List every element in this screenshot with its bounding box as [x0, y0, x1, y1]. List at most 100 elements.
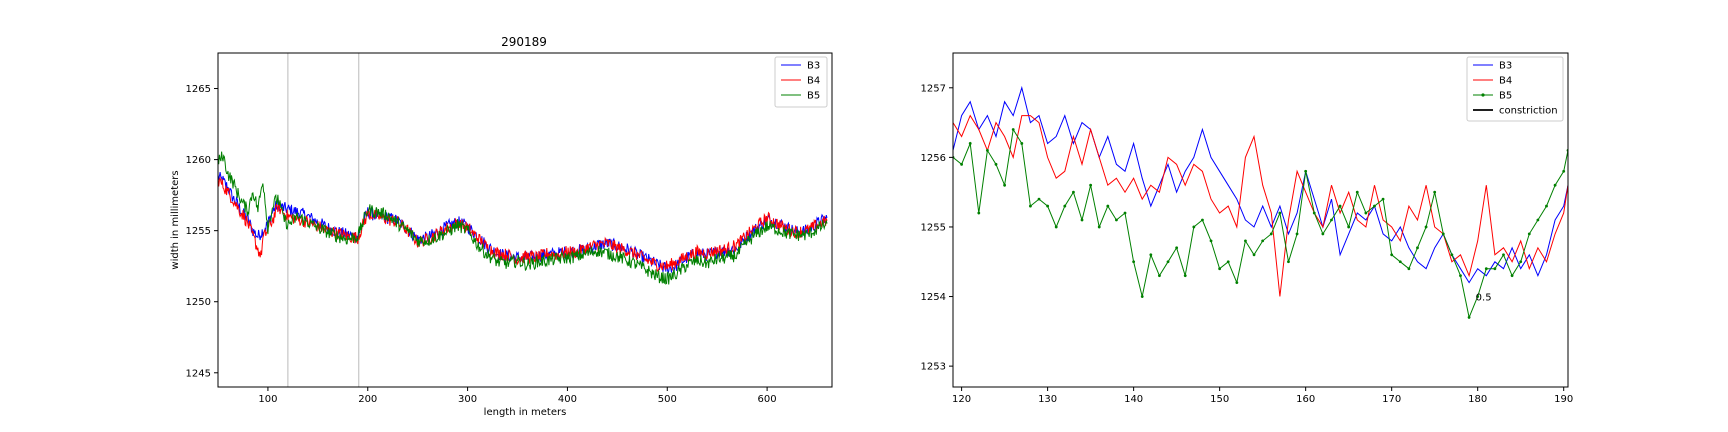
series-point-B5 [1106, 204, 1110, 208]
x-tick-label: 190 [1554, 394, 1573, 405]
x-tick-label: 150 [1210, 394, 1229, 405]
series-point-B5 [1029, 204, 1032, 208]
series-point-B5 [968, 142, 972, 145]
series-point-B5 [1450, 253, 1454, 257]
series-point-B5 [1020, 142, 1024, 145]
x-tick-label: 180 [1468, 394, 1487, 405]
series-point-B5 [1269, 232, 1273, 236]
chart-title: 290189 [501, 35, 547, 49]
x-tick-label: 130 [1038, 394, 1057, 405]
legend-label-constriction: constriction [1499, 106, 1558, 117]
series-point-B5 [1046, 204, 1050, 208]
series-point-B5 [1364, 211, 1368, 215]
legend-label-B3: B3 [1499, 61, 1512, 72]
series-point-B5 [1201, 218, 1204, 222]
series-point-B5 [1330, 218, 1333, 222]
series-point-B5 [1244, 239, 1247, 243]
series-point-B5 [1252, 253, 1256, 257]
tick-group: 120 130 140 150 160 170 180 190 1253 1254 1255 1256… [921, 83, 1574, 405]
x-tick-label: 140 [1124, 394, 1143, 405]
series-point-B5 [1089, 183, 1093, 187]
series-point-B5 [1536, 218, 1540, 222]
series-point-B5 [1416, 246, 1419, 250]
series-point-B5 [1011, 128, 1015, 131]
series-point-B5 [1476, 295, 1480, 298]
y-tick-label: 1254 [921, 292, 946, 303]
series-point-B5 [1424, 225, 1428, 229]
series-point-B5 [1140, 295, 1144, 298]
series-point-B5 [1459, 274, 1462, 278]
left-chart: 290189 100 200 300 400 500 600 1245 1250 1255 126… [170, 35, 833, 418]
series-point-B5 [1467, 316, 1471, 319]
series-point-B5 [1123, 211, 1127, 215]
y-tick-label: 1260 [186, 155, 211, 166]
series-point-B5 [994, 162, 998, 166]
annotation-label: 0.5 [1476, 293, 1492, 304]
series-point-B5 [1502, 253, 1505, 257]
series-point-B5 [1063, 204, 1067, 208]
legend: B3 B4 B5 constriction [1466, 56, 1564, 122]
legend-marker-B5 [1481, 93, 1485, 97]
series-point-B5 [1381, 197, 1385, 201]
series-line-B5 [218, 151, 828, 285]
series-point-B5 [1132, 260, 1136, 264]
series-point-B5 [1072, 190, 1075, 194]
y-tick-label: 1250 [186, 297, 211, 308]
x-tick-label: 400 [558, 394, 577, 405]
x-tick-label: 300 [458, 394, 477, 405]
series-point-B5 [1175, 246, 1179, 250]
series-point-B5 [1037, 197, 1041, 201]
x-tick-label: 120 [952, 394, 971, 405]
legend-label-B5: B5 [1499, 91, 1512, 102]
y-tick-label: 1255 [921, 222, 946, 233]
series-point-B5 [1545, 204, 1548, 208]
series-line-B5 [953, 128, 1568, 320]
x-tick-label: 200 [358, 394, 377, 405]
series-point-B5 [1261, 239, 1265, 243]
y-tick-label: 1256 [921, 153, 946, 164]
y-tick-label: 1265 [186, 84, 211, 95]
series-point-B5 [1373, 204, 1376, 208]
y-tick-label: 1257 [921, 83, 946, 94]
series-group [953, 85, 1568, 320]
series-point-B5 [1562, 169, 1566, 173]
series-point-B5 [1407, 267, 1411, 271]
series-point-B5 [1338, 204, 1342, 208]
series-line-B4 [953, 114, 1568, 297]
series-point-B5 [1484, 267, 1488, 271]
series-point-B5 [1097, 225, 1101, 229]
series-point-B5 [986, 149, 989, 152]
legend-label-B5: B5 [807, 91, 820, 102]
y-tick-label: 1253 [921, 362, 946, 373]
series-point-B5 [1304, 169, 1308, 173]
series-point-B5 [1209, 239, 1213, 243]
series-point-B5 [1080, 218, 1084, 222]
series-point-B5 [1226, 260, 1230, 264]
series-point-B5 [1278, 211, 1282, 215]
series-point-B5 [1287, 260, 1290, 264]
series-group [218, 151, 828, 285]
series-point-B5 [1441, 232, 1445, 236]
series-point-B5 [1183, 274, 1187, 278]
series-point-B5 [1149, 253, 1153, 257]
legend-label-B4: B4 [807, 76, 820, 87]
series-point-B5 [1553, 183, 1557, 187]
series-point-B5 [1235, 281, 1239, 285]
series-line-B4 [218, 176, 828, 272]
series-point-B5 [1312, 211, 1316, 215]
series-point-B5 [1054, 225, 1058, 229]
legend-label-B4: B4 [1499, 76, 1512, 87]
series-point-B5 [1355, 190, 1359, 194]
series-point-B5 [1166, 260, 1170, 264]
legend-box [1466, 56, 1564, 122]
x-tick-label: 500 [658, 394, 677, 405]
series-point-B5 [1347, 225, 1351, 229]
x-tick-label: 170 [1382, 394, 1401, 405]
series-point-B5 [1115, 218, 1118, 222]
legend-label-B3: B3 [807, 61, 820, 72]
series-point-B5 [1519, 260, 1523, 264]
x-axis-label: length in meters [484, 407, 567, 418]
series-point-B5 [977, 211, 981, 215]
series-point-B5 [1510, 274, 1514, 278]
